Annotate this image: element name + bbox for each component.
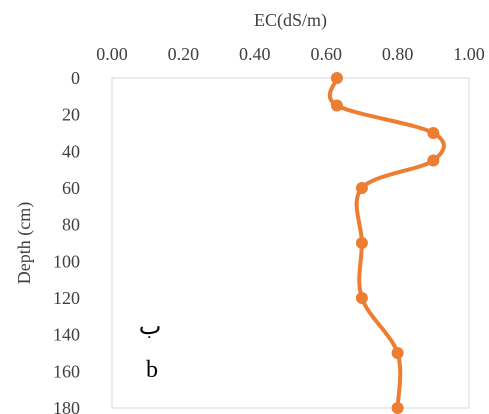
y-tick-label: 100: [53, 251, 80, 271]
panel-label-latin: b: [146, 357, 158, 383]
y-tick-labels: 0 20 40 60 80 100 120 140 160 180: [53, 68, 80, 414]
data-point: [391, 402, 404, 414]
x-tick-label: 0.40: [239, 44, 271, 64]
x-tick-label: 0.60: [310, 44, 342, 64]
y-tick-label: 180: [53, 398, 80, 414]
panel-label-persian: ب: [139, 314, 162, 340]
x-tick-labels: 0.00 0.20 0.40 0.60 0.80 1.00: [96, 44, 485, 64]
data-point: [330, 99, 343, 112]
y-tick-label: 140: [53, 325, 80, 345]
y-tick-label: 120: [53, 288, 80, 308]
x-tick-label: 0.00: [96, 44, 128, 64]
data-point: [427, 154, 440, 167]
series-line: [327, 76, 446, 410]
x-tick-label: 0.80: [382, 44, 414, 64]
data-point: [355, 237, 368, 249]
data-point: [391, 347, 404, 359]
data-point: [330, 72, 343, 84]
x-tick-label: 0.20: [168, 44, 200, 64]
plot-area-border: [111, 77, 470, 409]
y-tick-label: 60: [62, 178, 80, 198]
y-tick-label: 80: [62, 215, 80, 235]
series-markers: [330, 72, 440, 414]
y-tick-label: 0: [71, 68, 80, 88]
data-point: [355, 292, 368, 304]
x-axis-title: EC(dS/m): [254, 10, 327, 31]
y-axis-title: Depth (cm): [14, 202, 35, 284]
y-tick-label: 40: [62, 141, 80, 161]
data-point: [355, 182, 368, 194]
x-tick-label: 1.00: [453, 44, 485, 64]
y-tick-label: 160: [53, 361, 80, 381]
y-tick-label: 20: [62, 105, 80, 125]
data-point: [427, 127, 440, 139]
